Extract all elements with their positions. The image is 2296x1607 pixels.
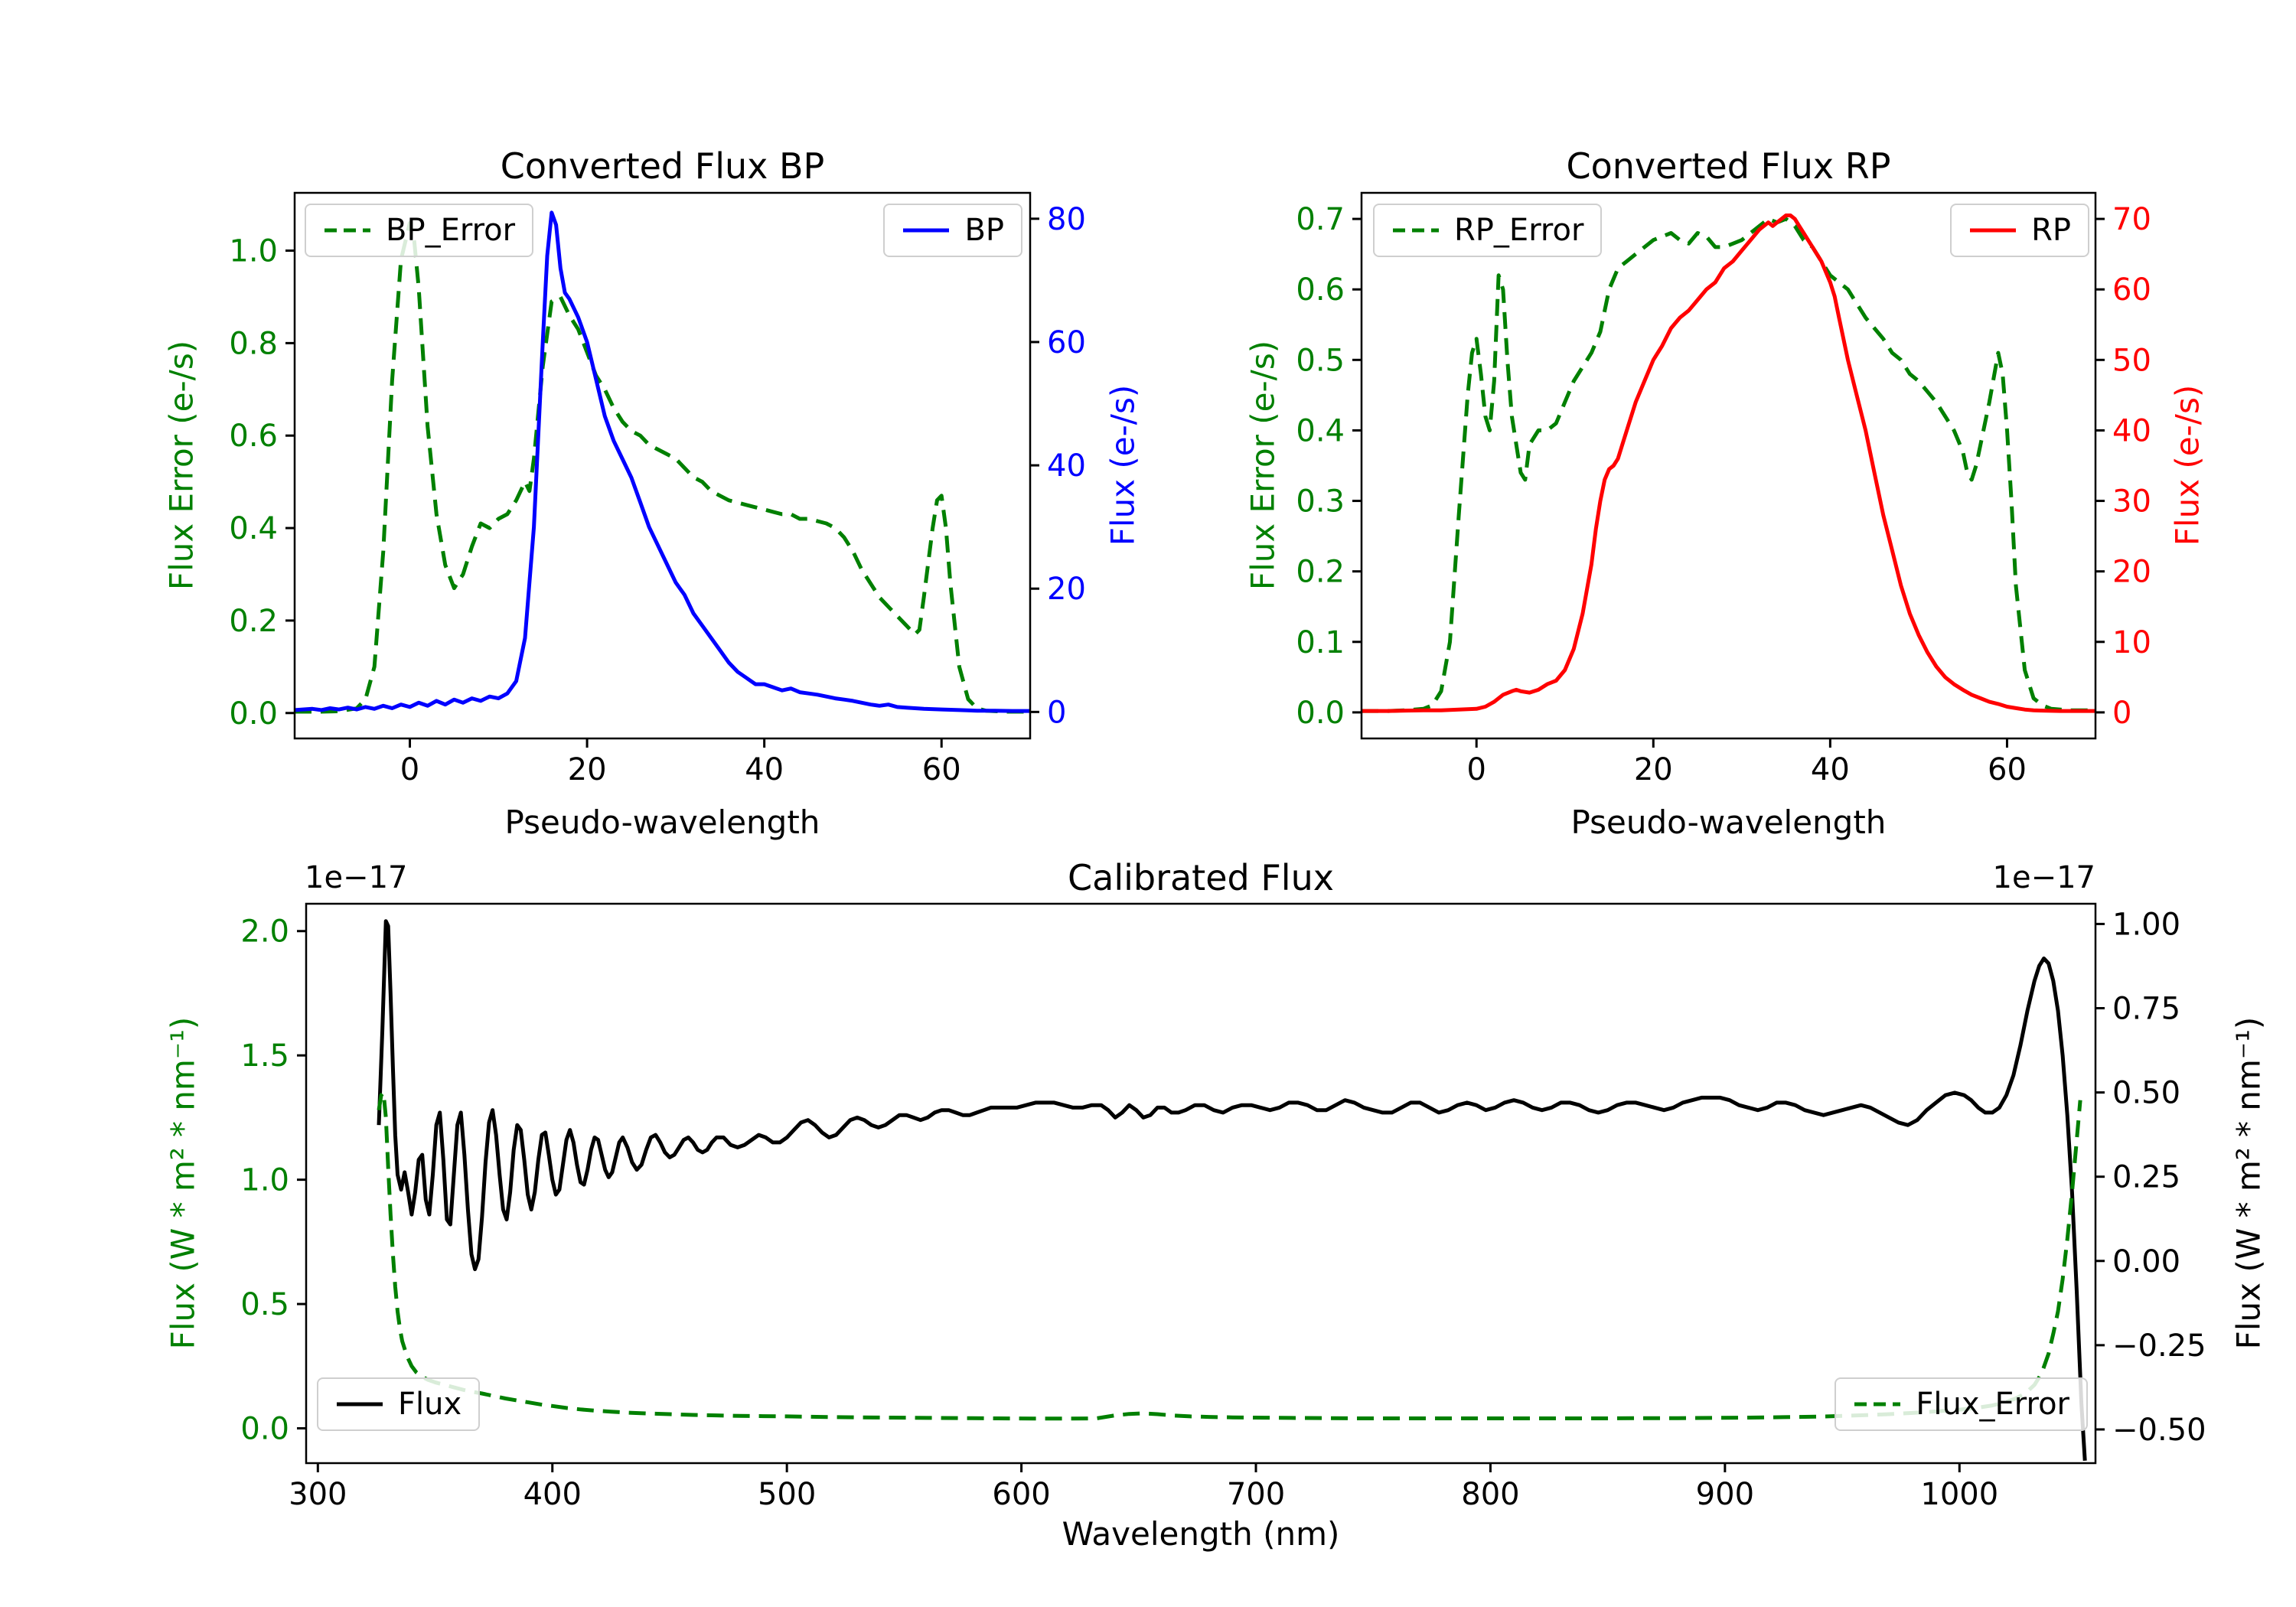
legend-line-sample xyxy=(1854,1402,1901,1407)
right-tick-label: 0 xyxy=(2112,696,2131,731)
right-tick-label: 1.00 xyxy=(2112,907,2180,942)
bp-x-axis-label: Pseudo-wavelength xyxy=(504,804,820,841)
x-tick-label: 0 xyxy=(400,752,419,787)
bp-chart-title: Converted Flux BP xyxy=(500,145,825,187)
legend-line-sample xyxy=(337,1402,383,1407)
right-tick-label: 20 xyxy=(2112,555,2151,590)
left-tick-label: 1.5 xyxy=(240,1038,289,1074)
right-tick-label: 80 xyxy=(1047,202,1086,237)
left-tick-label: 0.5 xyxy=(240,1287,289,1322)
right-tick-label: 0.25 xyxy=(2112,1160,2180,1195)
left-tick-label: 2.0 xyxy=(240,914,289,950)
cal-right-axis-label: Flux (W * m² * nm⁻¹) xyxy=(2229,1016,2268,1350)
calibrated-flux-title: Calibrated Flux xyxy=(1068,857,1334,898)
plot-frame xyxy=(1360,191,2097,740)
left-tick-label: 0.4 xyxy=(229,511,278,546)
left-tick-label: 0.4 xyxy=(1296,413,1345,448)
right-tick-label: 0.00 xyxy=(2112,1244,2180,1279)
legend-label: Flux xyxy=(398,1387,462,1422)
legend-label: RP xyxy=(2031,213,2071,248)
left-tick-label: 0.2 xyxy=(229,604,278,639)
rp-left-axis-label: Flux Error (e-/s) xyxy=(1244,340,1282,591)
right-tick-label: 10 xyxy=(2112,625,2151,660)
right-tick-label: 30 xyxy=(2112,484,2151,520)
plot-frame xyxy=(293,191,1032,740)
bp-left-axis-label: Flux Error (e-/s) xyxy=(162,340,201,591)
legend-label: BP_Error xyxy=(386,213,516,248)
right-tick-label: 60 xyxy=(2112,272,2151,308)
rp-x-axis-label: Pseudo-wavelength xyxy=(1570,804,1887,841)
bp-legend: BP xyxy=(883,204,1022,257)
x-tick-label: 800 xyxy=(1461,1477,1519,1512)
x-tick-label: 60 xyxy=(1988,752,2027,787)
series-Flux_Error xyxy=(377,1090,2082,1421)
x-tick-label: 20 xyxy=(568,752,607,787)
bp-error-legend: BP_Error xyxy=(305,204,534,257)
x-tick-label: 400 xyxy=(523,1477,582,1512)
rp-legend: RP xyxy=(1950,204,2089,257)
cal-right-offset-text: 1e−17 xyxy=(1992,860,2095,895)
x-tick-label: 40 xyxy=(745,752,784,787)
flux-error-legend: Flux_Error xyxy=(1835,1377,2088,1431)
legend-label: RP_Error xyxy=(1454,213,1584,248)
right-tick-label: 40 xyxy=(2112,413,2151,448)
cal-left-axis-label: Flux (W * m² * nm⁻¹) xyxy=(164,1016,202,1350)
x-tick-label: 1000 xyxy=(1920,1477,1998,1512)
series-RP_Error xyxy=(1362,217,2095,713)
series-Flux xyxy=(377,919,2087,1461)
right-tick-label: 70 xyxy=(2112,202,2151,237)
right-tick-label: 40 xyxy=(1047,448,1086,484)
bp-right-axis-label: Flux (e-/s) xyxy=(1104,384,1142,546)
plot-frame xyxy=(305,902,2097,1465)
left-tick-label: 0.7 xyxy=(1296,202,1345,237)
right-tick-label: 0.75 xyxy=(2112,992,2180,1027)
rp-error-legend: RP_Error xyxy=(1373,204,1603,257)
left-tick-label: 0.0 xyxy=(229,696,278,732)
left-tick-label: 0.0 xyxy=(240,1412,289,1447)
right-tick-label: 50 xyxy=(2112,343,2151,378)
legend-label: Flux_Error xyxy=(1916,1387,2069,1422)
legend-line-sample xyxy=(1970,228,2017,233)
legend-line-sample xyxy=(1393,228,1439,233)
x-tick-label: 500 xyxy=(758,1477,816,1512)
left-tick-label: 0.6 xyxy=(1296,272,1345,308)
x-tick-label: 600 xyxy=(992,1477,1050,1512)
rp-right-axis-label: Flux (e-/s) xyxy=(2168,384,2206,546)
cal-left-offset-text: 1e−17 xyxy=(305,860,408,895)
right-tick-label: 0.50 xyxy=(2112,1076,2180,1111)
left-tick-label: 0.5 xyxy=(1296,343,1345,378)
left-tick-label: 0.2 xyxy=(1296,555,1345,590)
right-tick-label: −0.50 xyxy=(2112,1413,2206,1448)
cal-x-axis-label: Wavelength (nm) xyxy=(1062,1515,1340,1553)
series-RP xyxy=(1362,214,2095,713)
x-tick-label: 700 xyxy=(1227,1477,1285,1512)
legend-line-sample xyxy=(903,228,950,233)
x-tick-label: 20 xyxy=(1634,752,1673,787)
series-BP xyxy=(295,210,1030,713)
left-tick-label: 1.0 xyxy=(240,1163,289,1198)
left-tick-label: 1.0 xyxy=(229,234,278,269)
right-tick-label: 0 xyxy=(1047,695,1066,730)
legend-label: BP xyxy=(964,213,1004,248)
series-BP_Error xyxy=(295,220,1030,714)
left-tick-label: 0.6 xyxy=(229,419,278,454)
left-tick-label: 0.3 xyxy=(1296,484,1345,520)
left-tick-label: 0.1 xyxy=(1296,625,1345,660)
right-tick-label: 20 xyxy=(1047,572,1086,607)
right-tick-label: −0.25 xyxy=(2112,1328,2206,1364)
x-tick-label: 900 xyxy=(1696,1477,1754,1512)
x-tick-label: 0 xyxy=(1466,752,1486,787)
rp-chart-title: Converted Flux RP xyxy=(1566,145,1891,187)
x-tick-label: 40 xyxy=(1811,752,1850,787)
legend-line-sample xyxy=(325,228,370,233)
flux-legend: Flux xyxy=(317,1377,481,1431)
x-tick-label: 300 xyxy=(289,1477,347,1512)
x-tick-label: 60 xyxy=(922,752,961,787)
right-tick-label: 60 xyxy=(1047,325,1086,360)
left-tick-label: 0.0 xyxy=(1296,696,1345,731)
left-tick-label: 0.8 xyxy=(229,326,278,361)
